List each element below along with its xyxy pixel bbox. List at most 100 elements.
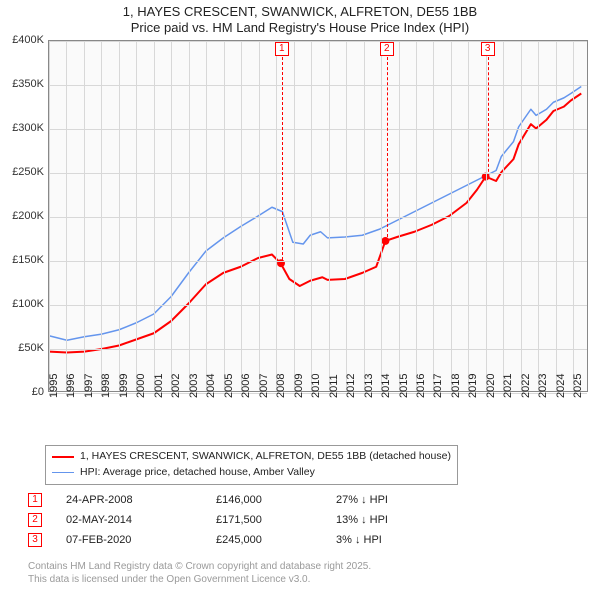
x-tick-label: 2018 xyxy=(450,374,462,398)
y-tick-label: £50K xyxy=(0,342,44,354)
x-tick-label: 2005 xyxy=(223,374,235,398)
x-tick-label: 1996 xyxy=(65,374,77,398)
legend: 1, HAYES CRESCENT, SWANWICK, ALFRETON, D… xyxy=(45,445,458,485)
legend-label: 1, HAYES CRESCENT, SWANWICK, ALFRETON, D… xyxy=(80,449,451,465)
x-tick-label: 2011 xyxy=(328,374,340,398)
event-marker: 1 xyxy=(28,493,42,507)
event-row: 202-MAY-2014£171,50013% ↓ HPI xyxy=(28,510,456,530)
marker-line xyxy=(387,57,388,242)
gridline-v xyxy=(346,41,347,391)
gridline-v xyxy=(416,41,417,391)
x-tick-label: 2014 xyxy=(380,374,392,398)
gridline-v xyxy=(189,41,190,391)
gridline-h xyxy=(49,217,587,218)
x-tick-label: 2002 xyxy=(170,374,182,398)
marker-box: 1 xyxy=(275,42,289,56)
event-marker: 2 xyxy=(28,513,42,527)
y-tick-label: £0 xyxy=(0,386,44,398)
event-diff: 27% ↓ HPI xyxy=(336,494,456,506)
marker-line xyxy=(488,57,489,177)
x-tick-label: 2009 xyxy=(293,374,305,398)
x-tick-label: 2021 xyxy=(502,374,514,398)
chart: 123 £0£50K£100K£150K£200K£250K£300K£350K… xyxy=(0,40,600,440)
x-tick-label: 2022 xyxy=(520,374,532,398)
y-tick-label: £400K xyxy=(0,34,44,46)
footer-line2: This data is licensed under the Open Gov… xyxy=(28,574,371,587)
event-date: 24-APR-2008 xyxy=(66,494,216,506)
event-table: 1 24-APR-2008£146,00027% ↓ HPI 2 02-MAY-201… xyxy=(28,490,456,550)
gridline-v xyxy=(136,41,137,391)
x-tick-label: 2023 xyxy=(537,374,549,398)
gridline-v xyxy=(451,41,452,391)
legend-swatch xyxy=(52,456,74,458)
plot-area: 1 2 3 xyxy=(48,40,588,392)
title-line2: Price paid vs. HM Land Registry's House … xyxy=(0,20,600,36)
gridline-v xyxy=(538,41,539,391)
gridline-h xyxy=(49,41,587,42)
y-tick-label: £150K xyxy=(0,254,44,266)
gridline-h xyxy=(49,349,587,350)
x-tick-label: 2024 xyxy=(555,374,567,398)
x-tick-label: 2008 xyxy=(275,374,287,398)
x-tick-label: 1999 xyxy=(118,374,130,398)
x-tick-label: 2019 xyxy=(467,374,479,398)
x-tick-label: 2000 xyxy=(135,374,147,398)
x-tick-label: 2013 xyxy=(363,374,375,398)
gridline-v xyxy=(364,41,365,391)
y-tick-label: £200K xyxy=(0,210,44,222)
x-tick-label: 2015 xyxy=(398,374,410,398)
footer-line1: Contains HM Land Registry data © Crown c… xyxy=(28,561,371,574)
sale-dot xyxy=(381,237,389,245)
event-marker: 3 xyxy=(28,533,42,547)
event-price: £146,000 xyxy=(216,494,336,506)
gridline-h xyxy=(49,85,587,86)
event-date: 02-MAY-2014 xyxy=(66,514,216,526)
gridline-h xyxy=(49,305,587,306)
legend-label: HPI: Average price, detached house, Ambe… xyxy=(80,465,315,481)
gridline-v xyxy=(101,41,102,391)
footer-attribution: Contains HM Land Registry data © Crown c… xyxy=(28,561,371,586)
gridline-v xyxy=(224,41,225,391)
chart-title: 1, HAYES CRESCENT, SWANWICK, ALFRETON, D… xyxy=(0,0,600,37)
x-tick-label: 2003 xyxy=(188,374,200,398)
gridline-v xyxy=(556,41,557,391)
x-tick-label: 2006 xyxy=(240,374,252,398)
series-line xyxy=(50,87,582,341)
title-line1: 1, HAYES CRESCENT, SWANWICK, ALFRETON, D… xyxy=(0,4,600,20)
x-tick-label: 2001 xyxy=(153,374,165,398)
gridline-h xyxy=(49,173,587,174)
x-tick-label: 1997 xyxy=(83,374,95,398)
x-tick-label: 2007 xyxy=(258,374,270,398)
gridline-v xyxy=(171,41,172,391)
y-tick-label: £300K xyxy=(0,122,44,134)
gridline-v xyxy=(433,41,434,391)
legend-item: 1, HAYES CRESCENT, SWANWICK, ALFRETON, D… xyxy=(52,449,451,465)
x-tick-label: 1998 xyxy=(100,374,112,398)
legend-item: HPI: Average price, detached house, Ambe… xyxy=(52,465,451,481)
x-tick-label: 2012 xyxy=(345,374,357,398)
gridline-v xyxy=(399,41,400,391)
x-tick-label: 2010 xyxy=(310,374,322,398)
gridline-v xyxy=(311,41,312,391)
gridline-v xyxy=(503,41,504,391)
marker-line xyxy=(282,57,283,265)
y-tick-label: £100K xyxy=(0,298,44,310)
event-price: £245,000 xyxy=(216,534,336,546)
series-line xyxy=(50,94,582,353)
gridline-v xyxy=(521,41,522,391)
x-tick-label: 2020 xyxy=(485,374,497,398)
marker-box: 2 xyxy=(380,42,394,56)
x-tick-label: 2016 xyxy=(415,374,427,398)
gridline-v xyxy=(66,41,67,391)
gridline-v xyxy=(154,41,155,391)
gridline-v xyxy=(49,41,50,391)
marker-box: 3 xyxy=(481,42,495,56)
x-tick-label: 2004 xyxy=(205,374,217,398)
gridline-v xyxy=(276,41,277,391)
gridline-v xyxy=(119,41,120,391)
gridline-v xyxy=(381,41,382,391)
event-diff: 13% ↓ HPI xyxy=(336,514,456,526)
gridline-v xyxy=(294,41,295,391)
gridline-h xyxy=(49,129,587,130)
gridline-v xyxy=(206,41,207,391)
